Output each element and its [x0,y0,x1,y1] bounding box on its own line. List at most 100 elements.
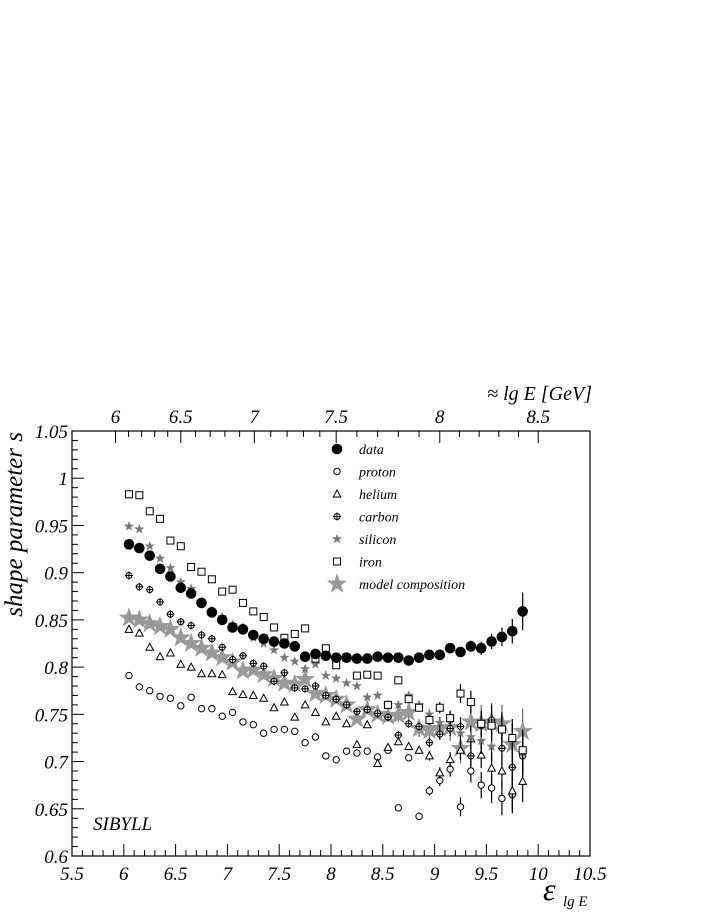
data-point-helium [321,716,331,726]
data-point-carbon [435,730,444,739]
data-point-iron [135,491,144,500]
data-point-carbon [373,709,382,718]
data-point-helium [134,628,144,637]
data-point-helium [124,624,134,633]
y-tick-label: 0.9 [44,564,68,585]
data-point-model-composition [294,668,316,689]
data-point-carbon [218,643,227,652]
data-point-proton [498,794,506,803]
data-point-model-composition [160,618,181,639]
data-point-iron [270,623,279,632]
data-point-proton [487,784,496,792]
data-point-helium [300,699,310,709]
legend-item-data: data [331,443,384,458]
data-point-helium [497,765,507,775]
data-point-carbon [415,722,424,731]
data-point-helium [227,686,238,696]
data-point-model-composition [118,607,140,627]
data-point-data [310,648,321,660]
data-point-carbon [197,631,206,639]
y-tick-label: 0.6 [44,847,68,868]
data-point-carbon [363,705,372,714]
data-point-helium [455,745,466,754]
data-point-helium [145,642,155,651]
data-point-model-composition [170,627,192,647]
legend-item-silicon: silicon [331,533,396,548]
data-point-helium [310,707,321,716]
data-point-data [507,625,518,637]
data-point-data [382,652,394,663]
data-point-iron [352,671,361,680]
data-point-model-composition [180,632,202,653]
data-point-silicon [320,670,332,681]
data-point-helium [155,651,165,661]
data-point-iron [228,585,237,594]
legend-marker-proton [333,467,341,476]
top-axis-label: ≈ lg E [GeV] [487,383,592,405]
data-point-helium [507,785,517,795]
data-point-proton [405,754,413,762]
data-point-model-composition [129,609,150,629]
data-point-proton [467,767,475,775]
data-point-helium [331,711,341,720]
legend-marker-carbon [333,512,341,521]
data-point-helium [165,647,176,657]
data-point-data [268,636,280,647]
data-point-proton [332,755,340,764]
x-tick-label: 5.5 [60,864,84,885]
data-point-silicon [268,644,280,655]
data-point-proton [187,693,195,702]
data-point-proton [197,704,206,713]
data-point-data [413,652,425,663]
y-tick-label: 1.05 [35,422,68,443]
data-point-iron [197,567,206,576]
data-point-silicon [279,652,290,663]
data-point-silicon [393,699,404,710]
data-point-data [320,650,332,662]
series-iron [124,490,527,771]
data-point-iron [394,676,403,685]
data-point-proton [218,712,226,720]
y-tick-label: 0.7 [44,753,69,774]
data-point-proton [311,733,320,741]
data-point-carbon [404,719,413,728]
data-point-silicon [144,540,155,551]
data-point-proton [239,718,247,726]
x-tick-label: 8 [326,864,336,885]
data-point-iron [487,721,496,730]
top-tick-label: 7.5 [324,407,348,428]
data-point-carbon [124,571,133,580]
data-point-helium [352,739,362,749]
legend: data proton helium carbon silicon iron model c… [326,443,465,593]
data-point-carbon [383,713,392,722]
data-point-silicon [330,672,342,683]
data-point-data [134,542,145,554]
data-point-silicon [362,691,373,702]
data-point-data [444,642,456,654]
data-point-carbon [508,763,517,772]
x-tick-label: 7.5 [267,864,291,885]
data-point-carbon [352,707,361,716]
data-point-proton [208,704,216,713]
legend-item-proton: proton [333,466,396,481]
x-tick-label: 6.5 [164,864,188,885]
data-point-data [216,614,228,626]
data-point-data [341,652,352,663]
data-point-proton [135,683,144,691]
data-point-proton [280,725,289,734]
data-point-data [279,638,290,649]
data-point-helium [248,690,258,699]
data-point-proton [177,702,185,710]
data-point-proton [363,747,371,755]
data-point-iron [373,671,382,680]
series-carbon [124,571,527,787]
data-point-data [299,651,311,663]
data-point-model-composition [191,637,212,657]
data-point-iron [383,700,392,709]
data-point-data [206,607,218,618]
data-point-carbon [290,683,299,692]
data-point-proton [125,671,133,680]
data-point-data [393,652,404,663]
data-point-iron [518,746,527,755]
